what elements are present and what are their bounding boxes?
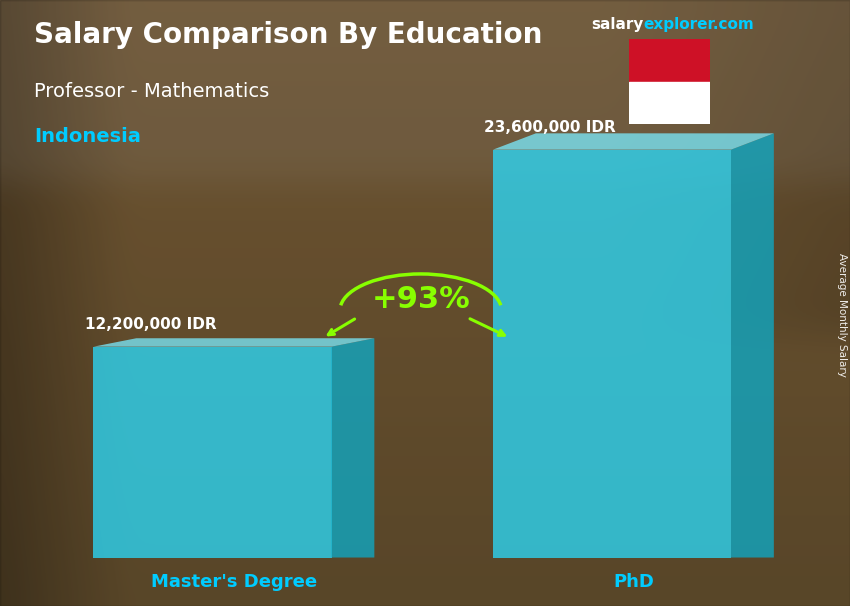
Text: Professor - Mathematics: Professor - Mathematics [34, 82, 269, 101]
Polygon shape [731, 133, 774, 558]
Text: +93%: +93% [371, 285, 470, 314]
Text: Indonesia: Indonesia [34, 127, 141, 146]
Bar [629, 39, 710, 82]
Text: salary: salary [591, 17, 643, 32]
Text: explorer.com: explorer.com [643, 17, 754, 32]
Text: Average Monthly Salary: Average Monthly Salary [837, 253, 847, 377]
Polygon shape [94, 338, 374, 347]
Text: 12,200,000 IDR: 12,200,000 IDR [85, 316, 217, 331]
Text: 23,600,000 IDR: 23,600,000 IDR [484, 119, 616, 135]
Polygon shape [332, 338, 374, 558]
Text: Master's Degree: Master's Degree [150, 573, 317, 591]
Text: Salary Comparison By Education: Salary Comparison By Education [34, 21, 542, 49]
Polygon shape [493, 150, 731, 558]
Bar [629, 82, 710, 124]
Text: PhD: PhD [613, 573, 654, 591]
Polygon shape [94, 347, 332, 558]
Polygon shape [493, 133, 774, 150]
